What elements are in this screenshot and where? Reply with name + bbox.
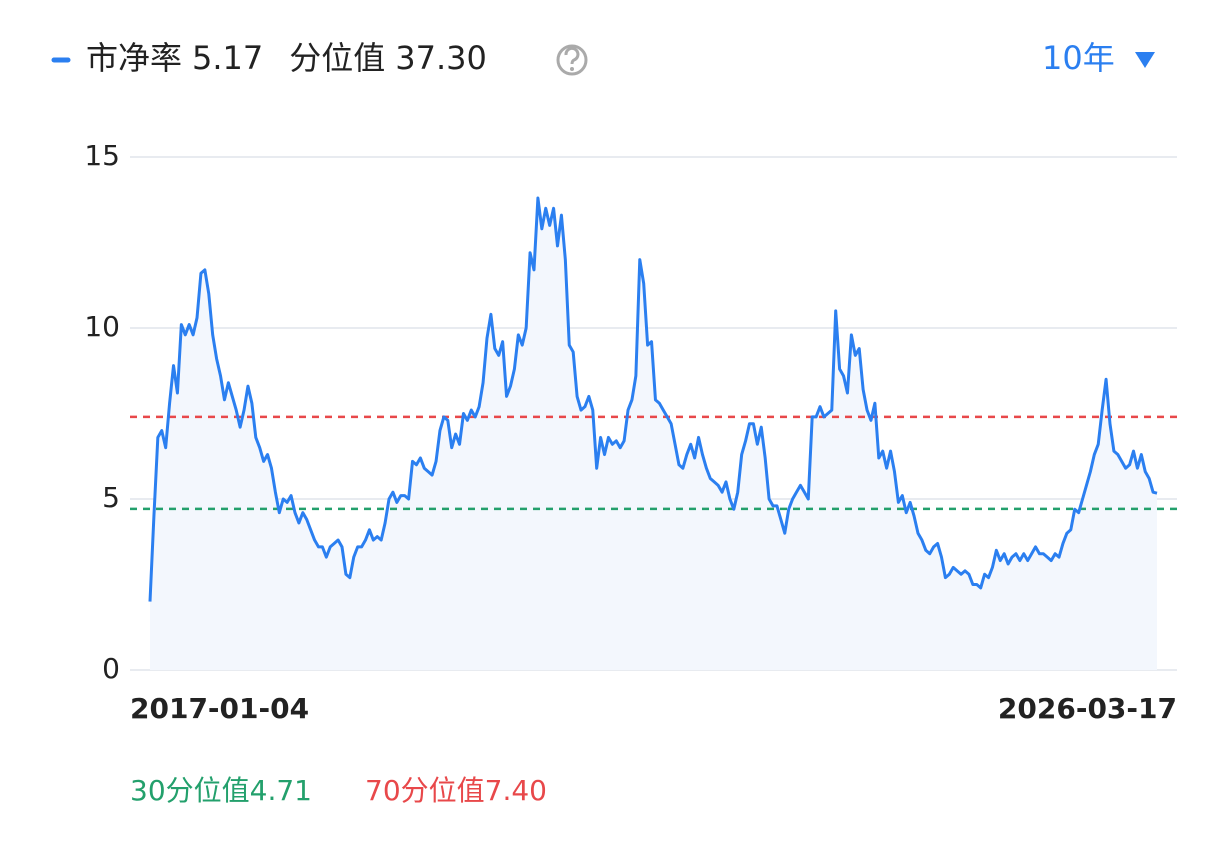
reference-legend: 70分位值7.40 <box>365 774 547 807</box>
series-name: 市净率 <box>86 39 182 77</box>
percentile-value: 37.30 <box>395 39 487 77</box>
y-tick-label: 15 <box>84 139 120 172</box>
help-circle <box>556 44 588 76</box>
y-tick-label: 0 <box>102 652 120 685</box>
y-tick-label: 10 <box>84 310 120 343</box>
help-icon <box>556 44 588 76</box>
range-label: 10年 <box>1042 39 1115 77</box>
reference-name: 70分位值 <box>365 774 485 807</box>
reference-legend: 30分位值4.71 <box>130 774 312 807</box>
reference-value: 4.71 <box>250 774 312 807</box>
x-tick-label: 2026-03-17 <box>998 692 1177 725</box>
current-value: 5.17 <box>192 39 263 77</box>
dropdown-arrow <box>1135 52 1155 68</box>
area <box>150 198 1157 671</box>
reference-name: 30分位值 <box>130 774 250 807</box>
percentile-label: 分位值 <box>289 39 385 77</box>
x-tick-label: 2017-01-04 <box>130 692 309 725</box>
help-mark <box>564 46 580 65</box>
y-tick-label: 5 <box>102 481 120 514</box>
line <box>148 196 1158 602</box>
help-dot <box>570 67 574 71</box>
reference-value: 7.40 <box>485 774 547 807</box>
range-selector[interactable]: 10年 <box>1042 39 1155 77</box>
header: 市净率 5.17 分位值 37.30 <box>86 39 487 77</box>
